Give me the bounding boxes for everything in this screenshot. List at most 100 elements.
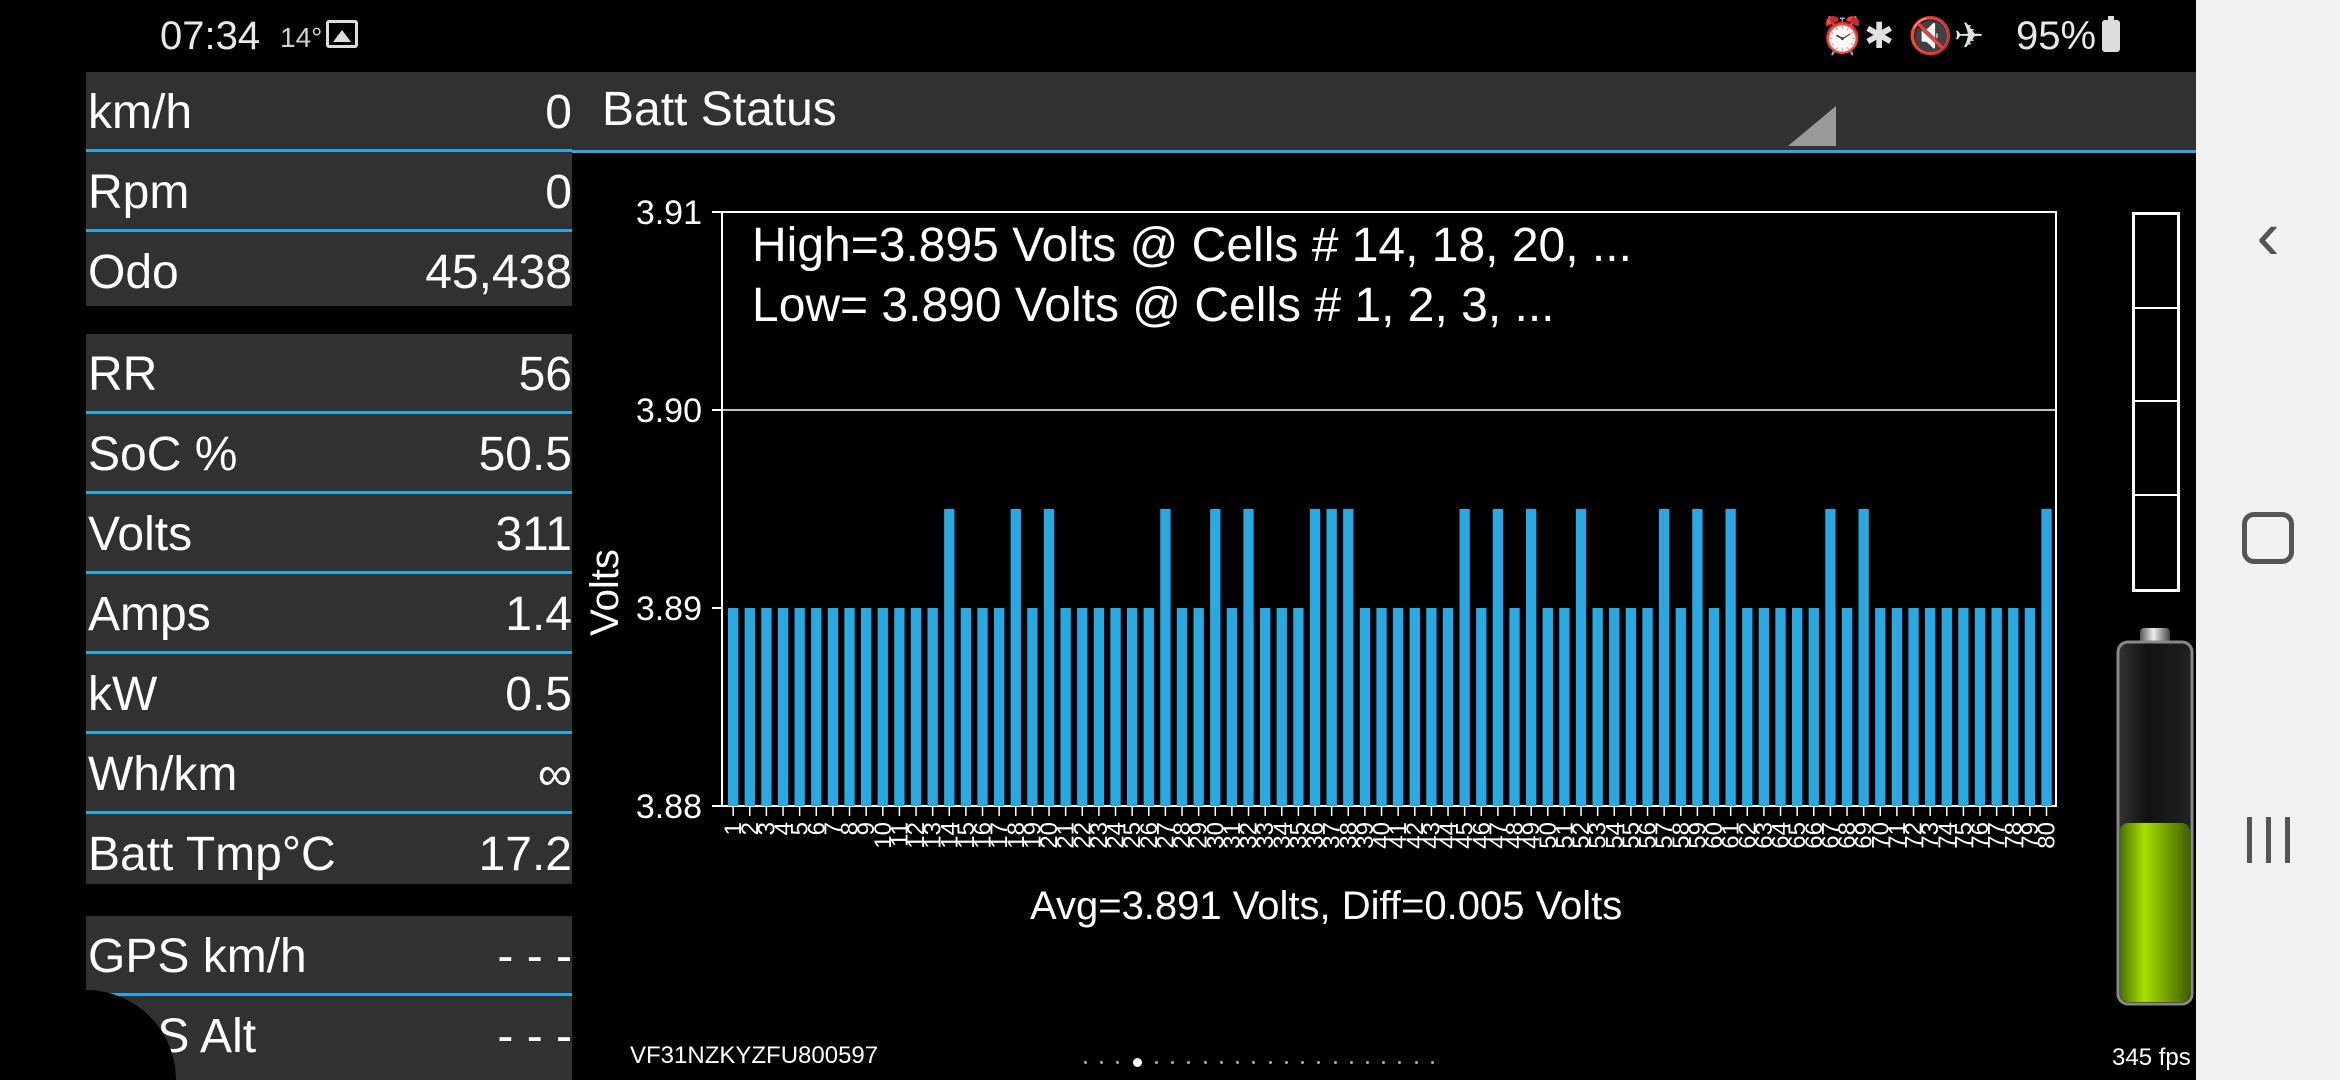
x-tick-label: 53 (1585, 822, 1612, 849)
page-dot[interactable] (1252, 1060, 1256, 1064)
page-dot[interactable] (1268, 1060, 1272, 1064)
x-tick-label: 2 (737, 822, 764, 835)
x-tick-label: 23 (1086, 822, 1113, 849)
x-tick-label: 58 (1668, 822, 1695, 849)
x-tick-label: 32 (1236, 822, 1263, 849)
x-tick-label: 17 (986, 822, 1013, 849)
x-tick-label: 52 (1568, 822, 1595, 849)
x-tick-label: 27 (1152, 822, 1179, 849)
battery-group: RR 56 SoC % 50.5 Volts 311 Amps 1.4 kW 0.5 Wh/km ∞ B… (86, 334, 572, 884)
bar (1293, 608, 1304, 806)
page-dot[interactable] (1349, 1060, 1353, 1064)
bar (1326, 509, 1337, 806)
home-icon[interactable] (2196, 478, 2340, 598)
x-tick-label: 46 (1468, 822, 1495, 849)
x-tick-label: 30 (1202, 822, 1229, 849)
page-dot[interactable] (1333, 1060, 1337, 1064)
bar (1393, 608, 1404, 806)
bar (728, 608, 739, 806)
bar (1193, 608, 1204, 806)
bar (927, 608, 938, 806)
bar (1725, 509, 1736, 806)
bar (744, 608, 755, 806)
x-tick-label: 44 (1435, 822, 1462, 849)
page-dot[interactable] (1203, 1060, 1207, 1064)
page-dot[interactable] (1219, 1060, 1223, 1064)
bar (2024, 608, 2036, 806)
bar (977, 608, 988, 806)
level-meter (2132, 212, 2180, 592)
gauge-label: GPS km/h (88, 930, 307, 983)
gauge-value: 45,438 (425, 246, 572, 299)
bar (1908, 608, 1919, 806)
x-tick-label: 75 (1950, 822, 1977, 849)
page-dot[interactable] (1187, 1060, 1191, 1064)
bar (1925, 608, 1936, 806)
x-tick-label: 11 (886, 822, 913, 847)
bar (1775, 608, 1786, 806)
page-dot[interactable] (1398, 1060, 1402, 1064)
meter-segment (2135, 402, 2177, 496)
gauge-label: Batt Tmp°C (88, 828, 336, 881)
page-dot[interactable] (1430, 1060, 1434, 1064)
page-dot[interactable] (1100, 1060, 1104, 1064)
bar (1958, 608, 1969, 806)
bar (1010, 509, 1021, 806)
page-dot[interactable] (1171, 1060, 1175, 1064)
x-tick-label: 6 (803, 822, 830, 835)
x-tick-label: 38 (1335, 822, 1362, 849)
page-dot[interactable] (1284, 1060, 1288, 1064)
recents-icon[interactable] (2196, 780, 2340, 900)
bluetooth-icon: ✱ (1864, 15, 1895, 56)
page-dot[interactable] (1132, 1057, 1142, 1067)
bar (1825, 509, 1836, 806)
x-tick-label: 68 (1834, 822, 1861, 849)
page-dot[interactable] (1301, 1060, 1305, 1064)
page-dot[interactable] (1116, 1060, 1120, 1064)
x-tick-label: 5 (787, 822, 814, 835)
y-tick-label: 3.91 (636, 194, 702, 232)
dropdown-indicator-icon[interactable] (1788, 106, 1836, 146)
gauge-label: Amps (88, 588, 211, 641)
x-tick-label: 73 (1917, 822, 1944, 849)
gauge-label: Wh/km (88, 748, 238, 801)
back-icon[interactable]: ‹ (2256, 196, 2280, 274)
gauge-row: Rpm 0 (86, 152, 572, 232)
x-tick-label: 25 (1119, 822, 1146, 849)
bar (1476, 608, 1487, 806)
bar (1043, 509, 1055, 806)
bar (1542, 608, 1553, 806)
screen-title: Batt Status (602, 83, 837, 136)
mute-icon: 🔇 (1908, 15, 1953, 56)
page-dot[interactable] (1084, 1060, 1087, 1064)
x-tick-label: 66 (1801, 822, 1828, 849)
bar (777, 608, 789, 806)
page-dot[interactable] (1365, 1060, 1369, 1064)
bar (1060, 608, 1071, 806)
battery-percent: 95% (2016, 14, 2097, 58)
navigation-bar: ‹ (2196, 0, 2340, 1080)
page-dot[interactable] (1382, 1060, 1386, 1064)
x-tick-label: 47 (1485, 822, 1512, 849)
bar (910, 608, 922, 806)
gauge-label: kW (88, 668, 158, 721)
x-tick-label: 33 (1252, 822, 1279, 849)
page-indicator[interactable] (1084, 1054, 1434, 1070)
page-dot[interactable] (1414, 1060, 1418, 1064)
x-tick-label: 10 (870, 822, 897, 849)
x-tick-label: 20 (1036, 822, 1063, 849)
gauge-label: RR (88, 348, 158, 401)
x-tick-label: 67 (1817, 822, 1844, 849)
x-tick-label: 31 (1219, 822, 1246, 849)
gauge-label: km/h (88, 86, 193, 139)
x-tick-label: 60 (1701, 822, 1728, 849)
x-tick-label: 40 (1369, 822, 1396, 849)
bar (1492, 509, 1504, 806)
screen-header[interactable]: Batt Status (572, 72, 2196, 153)
bar (1941, 608, 1952, 806)
page-dot[interactable] (1236, 1060, 1240, 1064)
x-tick-label: 13 (920, 822, 947, 849)
page-dot[interactable] (1154, 1060, 1158, 1064)
bar (1260, 608, 1271, 806)
page-dot[interactable] (1317, 1060, 1321, 1064)
